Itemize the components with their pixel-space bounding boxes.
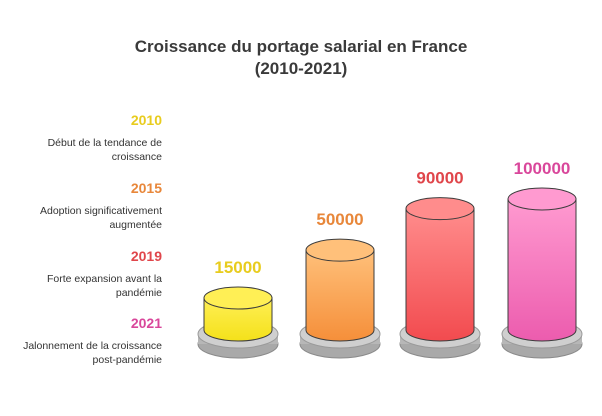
bar-2010 — [203, 297, 273, 342]
legend-desc-2015: Adoption significativement augmentée — [0, 204, 162, 232]
legend-desc-2019-line1: Forte expansion avant la — [47, 273, 162, 285]
legend-year-2019: 2019 — [130, 248, 162, 264]
bar-top-2010 — [203, 286, 273, 310]
legend-year-2010: 2010 — [130, 112, 162, 128]
legend-desc-2021-line2: post-pandémie — [92, 354, 162, 366]
legend-desc-2015-line1: Adoption significativement — [40, 205, 162, 217]
legend-desc-2010-line1: Début de la tendance de — [47, 137, 162, 149]
legend: 2010 Début de la tendance de croissance … — [0, 0, 170, 416]
bar-value-label-2010: 15000 — [214, 258, 261, 277]
bar-2019 — [405, 208, 475, 342]
legend-desc-2015-line2: augmentée — [109, 219, 162, 231]
chart-title-line1: Croissance du portage salarial en France — [134, 37, 468, 56]
legend-desc-2019: Forte expansion avant la pandémie — [0, 272, 162, 300]
legend-year-2015: 2015 — [130, 180, 162, 196]
legend-desc-2010: Début de la tendance de croissance — [0, 136, 162, 164]
legend-year-2021: 2021 — [130, 315, 162, 331]
bar-2021 — [507, 198, 577, 342]
legend-desc-2021-line1: Jalonnement de la croissance — [23, 340, 162, 352]
legend-desc-2010-line2: croissance — [111, 151, 162, 163]
bar-top-2021 — [507, 187, 577, 211]
legend-desc-2019-line2: pandémie — [115, 287, 162, 299]
chart-title-line2: (2010-2021) — [254, 59, 348, 78]
bar-top-2015 — [305, 238, 375, 262]
legend-desc-2021: Jalonnement de la croissance post-pandém… — [0, 339, 162, 367]
bar-2015 — [305, 249, 375, 342]
bar-value-label-2019: 90000 — [416, 169, 463, 188]
bar-top-2019 — [405, 197, 475, 221]
bar-value-label-2021: 100000 — [514, 159, 571, 178]
chart-title: Croissance du portage salarial en France… — [0, 36, 602, 80]
bar-value-label-2015: 50000 — [316, 210, 363, 229]
